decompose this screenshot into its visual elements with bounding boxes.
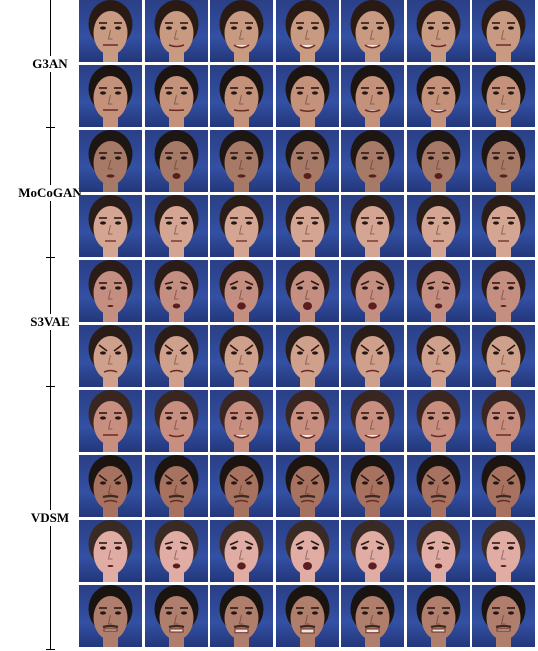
video-frame [210, 390, 273, 452]
video-frame [79, 585, 142, 647]
video-frame [472, 325, 535, 387]
video-frame [79, 520, 142, 582]
video-frame [407, 455, 470, 517]
video-frame [341, 65, 404, 127]
video-frame [79, 0, 142, 62]
video-frame [210, 130, 273, 192]
video-frame [276, 520, 339, 582]
video-frame [472, 65, 535, 127]
video-frame [210, 195, 273, 257]
video-frame [407, 260, 470, 322]
video-frame [276, 0, 339, 62]
video-frame [145, 130, 208, 192]
video-frame [407, 390, 470, 452]
video-frame [145, 455, 208, 517]
video-frame [341, 585, 404, 647]
video-frame [407, 520, 470, 582]
video-frame [341, 390, 404, 452]
video-frame [79, 130, 142, 192]
video-frame [407, 65, 470, 127]
video-frame [341, 260, 404, 322]
video-frame [79, 325, 142, 387]
video-frame [145, 195, 208, 257]
video-frame [407, 0, 470, 62]
video-frame [341, 520, 404, 582]
video-frame [210, 520, 273, 582]
video-frame [472, 520, 535, 582]
video-frame [472, 130, 535, 192]
video-frame [341, 455, 404, 517]
video-frame [276, 130, 339, 192]
video-frame [145, 585, 208, 647]
video-frame [210, 260, 273, 322]
video-frame [407, 585, 470, 647]
video-frame [341, 0, 404, 62]
video-frame [472, 195, 535, 257]
video-frame [341, 325, 404, 387]
video-frame [145, 0, 208, 62]
video-frame [276, 390, 339, 452]
bracket-tick [46, 257, 55, 258]
video-frame [79, 195, 142, 257]
video-frame [472, 585, 535, 647]
video-frame [276, 260, 339, 322]
video-frame [407, 130, 470, 192]
video-frame [79, 260, 142, 322]
video-frame [210, 325, 273, 387]
video-frame [210, 585, 273, 647]
video-frame [276, 325, 339, 387]
video-frame [145, 520, 208, 582]
video-frame [472, 455, 535, 517]
method-label-mocogan: MoCoGAN [16, 185, 84, 201]
video-frame [407, 325, 470, 387]
method-label-vdsm: VDSM [28, 510, 72, 526]
video-frame [341, 195, 404, 257]
video-frame [210, 65, 273, 127]
method-label-g3an: G3AN [30, 56, 70, 72]
video-frame [472, 0, 535, 62]
video-frame [210, 455, 273, 517]
video-frame [472, 260, 535, 322]
video-frame [145, 325, 208, 387]
video-frame [276, 65, 339, 127]
method-label-s3vae: S3VAE [28, 314, 72, 330]
video-frame [145, 390, 208, 452]
bracket-tick [46, 386, 55, 387]
video-frame [276, 585, 339, 647]
video-frame [276, 455, 339, 517]
video-frame [79, 65, 142, 127]
bracket-tick [46, 649, 55, 650]
video-frame [407, 195, 470, 257]
bracket-tick [46, 127, 55, 128]
video-frame [79, 455, 142, 517]
video-frame [145, 260, 208, 322]
video-frame [145, 65, 208, 127]
video-frame [341, 130, 404, 192]
video-frame [472, 390, 535, 452]
video-frame [210, 0, 273, 62]
video-frame [276, 195, 339, 257]
video-frame [79, 390, 142, 452]
